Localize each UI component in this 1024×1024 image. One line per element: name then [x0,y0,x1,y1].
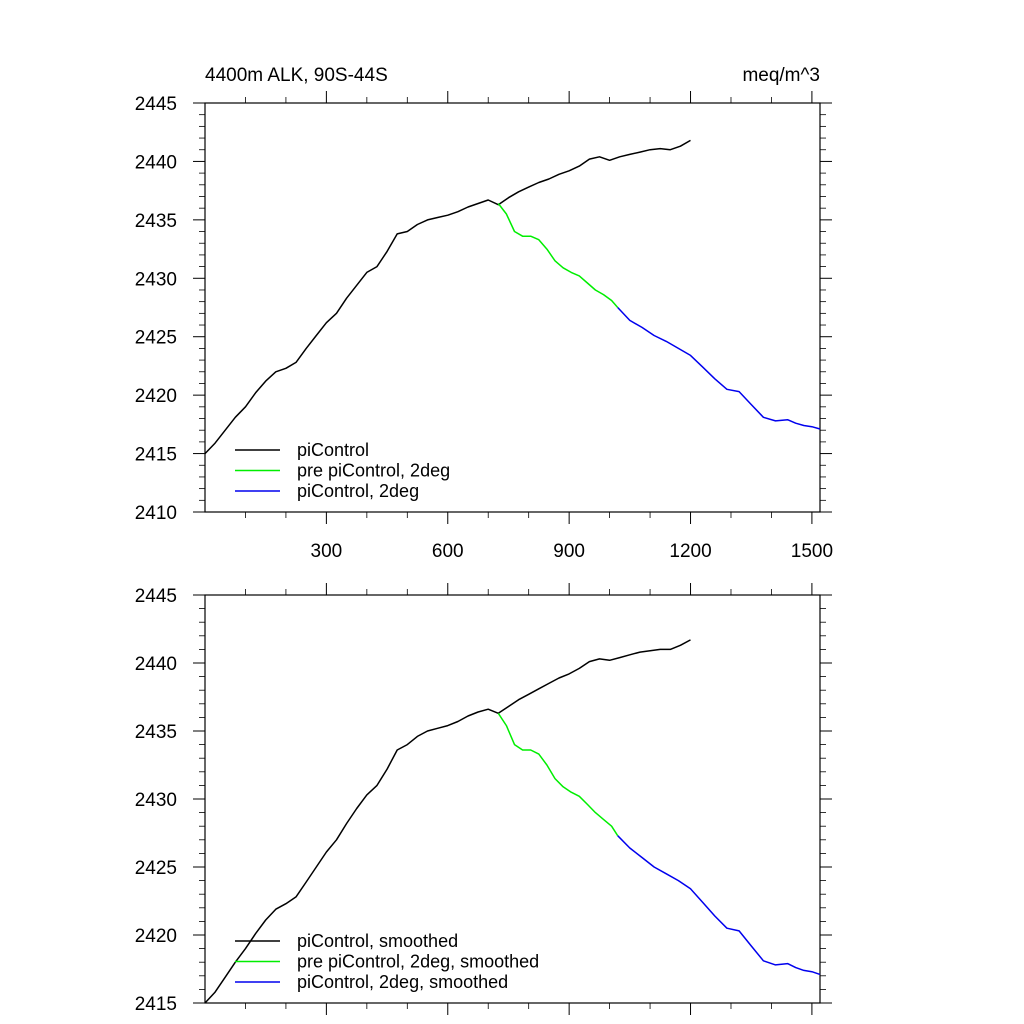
chart-panel-1: 2410 2415 2420 2425 2430 2435 2440 2445 300 600 90… [135,65,833,562]
y-tick-label: 2425 [135,328,177,349]
x-tick-label: 300 [311,541,343,562]
y-tick-label: 2420 [135,386,177,407]
y-tick-label: 2415 [135,994,177,1015]
x-tick-label: 1500 [791,541,833,562]
y-tick-label: 2435 [135,211,177,232]
y-tick-label: 2425 [135,858,177,879]
legend-label: piControl [297,440,369,460]
legend-label: piControl, smoothed [297,931,458,951]
y-tick-label: 2430 [135,269,177,290]
legend-label: piControl, 2deg [297,481,419,501]
series-line-2 [497,712,619,837]
chart-title: 4400m ALK, 90S-44S [205,65,388,86]
series-line-2 [497,203,619,308]
legend-label: pre piControl, 2deg [297,461,450,481]
x-tick-label: 900 [553,541,585,562]
series-line-1 [204,139,691,455]
series-line-3 [617,835,821,976]
y-tick-label: 2415 [135,445,177,466]
y-tick-label: 2445 [135,94,177,115]
y-tick-label: 2445 [135,586,177,607]
x-tick-label: 1200 [669,541,711,562]
y-tick-label: 2430 [135,790,177,811]
series-line-3 [617,306,821,430]
series-line-1 [204,639,691,1004]
x-tick-label: 600 [432,541,464,562]
legend-label: pre piControl, 2deg, smoothed [297,952,539,972]
legend-label: piControl, 2deg, smoothed [297,972,508,992]
y-tick-label: 2410 [135,503,177,524]
y-tick-label: 2440 [135,152,177,173]
y-tick-label: 2440 [135,654,177,675]
chart-panel-2: 2415 2420 2425 2430 2435 2440 2445 piControl, s… [135,583,832,1015]
y-tick-label: 2435 [135,722,177,743]
chart-units: meq/m^3 [742,65,820,86]
y-tick-label: 2420 [135,926,177,947]
plot-frame [204,102,821,513]
